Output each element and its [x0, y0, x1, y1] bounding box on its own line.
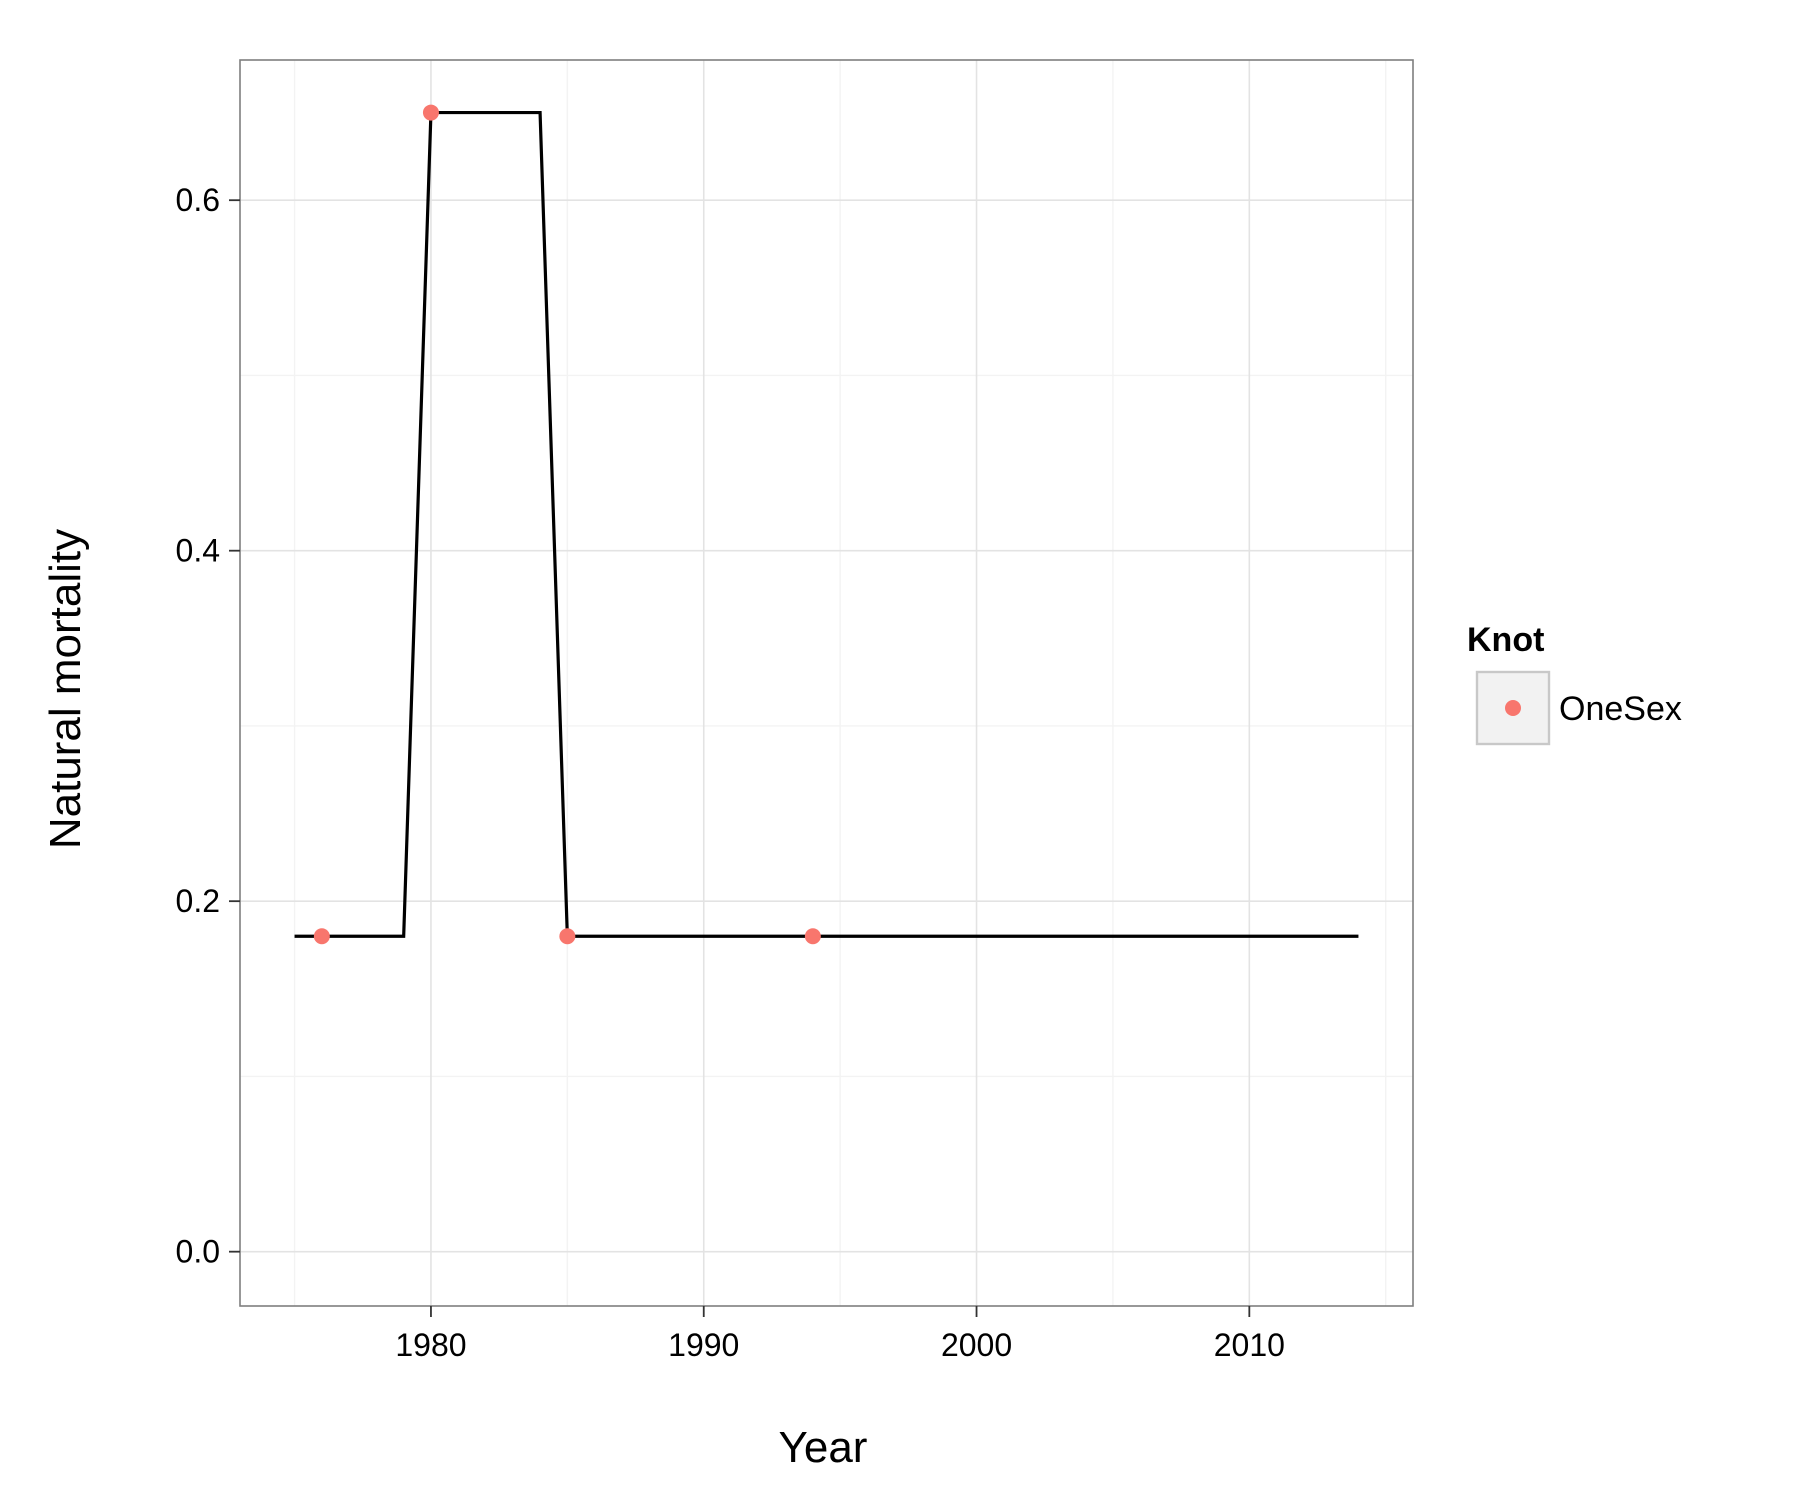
knot-point — [804, 928, 821, 945]
y-tick-label: 0.6 — [176, 182, 220, 218]
x-tick-label: 1990 — [668, 1327, 739, 1363]
knot-point — [422, 104, 439, 121]
x-axis-title: Year — [779, 1423, 868, 1472]
minor-gridlines — [240, 60, 1413, 1306]
x-tick-label: 2010 — [1214, 1327, 1285, 1363]
y-tick-label: 0.0 — [176, 1234, 220, 1270]
panel-border — [239, 59, 1414, 1307]
y-tick-label: 0.4 — [176, 533, 220, 569]
legend: Knot OneSex — [1467, 621, 1682, 746]
panel-background — [240, 60, 1413, 1306]
legend-title: Knot — [1467, 621, 1544, 659]
knot-point — [559, 928, 576, 945]
y-tick-label: 0.2 — [176, 883, 220, 919]
mortality-line — [294, 110, 1359, 938]
x-tick-label: 2000 — [941, 1327, 1012, 1363]
y-axis: 0.0 0.2 0.4 0.6 — [176, 182, 240, 1270]
y-axis-title: Natural mortality — [41, 529, 90, 849]
major-gridlines — [240, 60, 1413, 1306]
legend-key-point — [1505, 700, 1521, 716]
legend-label: OneSex — [1559, 690, 1682, 728]
plot-panel — [239, 59, 1414, 1307]
x-axis: 1980 1990 2000 2010 — [395, 1306, 1285, 1363]
knot-point — [313, 928, 330, 945]
knot-points — [313, 104, 821, 945]
legend-items: OneSex — [1475, 670, 1682, 746]
x-tick-label: 1980 — [395, 1327, 466, 1363]
